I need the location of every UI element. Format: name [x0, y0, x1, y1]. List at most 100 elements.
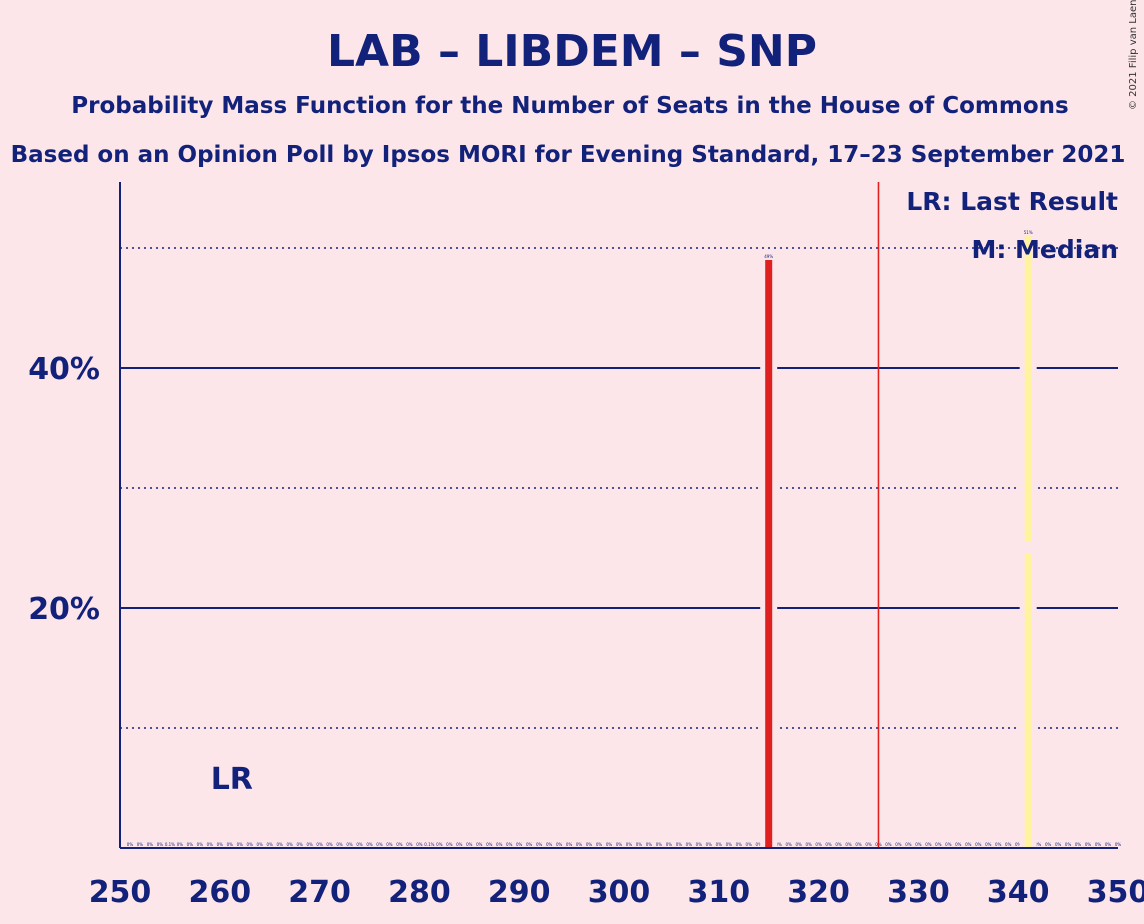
- value-label-seat-298: 0%: [596, 842, 603, 847]
- value-label-seat-305: 0%: [666, 842, 673, 847]
- x-tick-labels: 250 260 270 280 290 300 310 320 330 340 350: [89, 875, 1144, 910]
- value-label-seat-274: 0%: [356, 842, 363, 847]
- x-tick-300: 300: [588, 875, 651, 910]
- value-label-seat-303: 0%: [646, 842, 653, 847]
- x-tick-260: 260: [188, 875, 251, 910]
- value-label-seat-342: 0%: [1035, 842, 1042, 847]
- y-tick-40: 40%: [28, 352, 100, 387]
- value-label-seat-263: 0%: [247, 842, 254, 847]
- value-label-seat-260: 0%: [217, 842, 224, 847]
- value-label-seat-317: 0%: [785, 842, 792, 847]
- value-label-seat-327: 0%: [885, 842, 892, 847]
- value-label-seat-349: 0%: [1105, 842, 1112, 847]
- value-label-seat-284: 0%: [456, 842, 463, 847]
- value-label-seat-286: 0%: [476, 842, 483, 847]
- small-value-labels: 0% 0% 0% 0% 0.1% 0% 0% 0% 0% 0% 0% 0% 0% 0% 0% 0% 0% 0% 0%…: [127, 842, 1122, 847]
- bar-label-seat-315: 49%: [764, 254, 773, 259]
- value-label-seat-268: 0%: [296, 842, 303, 847]
- value-label-seat-289: 0%: [506, 842, 513, 847]
- value-label-seat-319: 0%: [805, 842, 812, 847]
- bars: 49% 51%: [760, 182, 1037, 848]
- value-label-seat-336: 0%: [975, 842, 982, 847]
- value-label-seat-332: 0%: [935, 842, 942, 847]
- value-label-seat-281: 0.1%: [424, 842, 434, 847]
- value-label-seat-256: 0%: [177, 842, 184, 847]
- value-label-seat-328: 0%: [895, 842, 902, 847]
- value-label-seat-283: 0%: [446, 842, 453, 847]
- value-label-seat-330: 0%: [915, 842, 922, 847]
- value-label-seat-334: 0%: [955, 842, 962, 847]
- value-label-seat-251: 0%: [127, 842, 134, 847]
- x-tick-330: 330: [887, 875, 950, 910]
- chart-subtitle-poll: Based on an Opinion Poll by Ipsos MORI f…: [11, 142, 1126, 168]
- value-label-seat-288: 0%: [496, 842, 503, 847]
- value-label-seat-313: 0%: [746, 842, 753, 847]
- value-label-seat-261: 0%: [227, 842, 234, 847]
- value-label-seat-257: 0%: [187, 842, 194, 847]
- value-label-seat-340: 0%: [1015, 842, 1022, 847]
- value-label-seat-301: 0%: [626, 842, 633, 847]
- value-label-seat-345: 0%: [1065, 842, 1072, 847]
- value-label-seat-287: 0%: [486, 842, 493, 847]
- value-label-seat-302: 0%: [636, 842, 643, 847]
- value-label-seat-304: 0%: [656, 842, 663, 847]
- x-tick-250: 250: [89, 875, 152, 910]
- value-label-seat-348: 0%: [1095, 842, 1102, 847]
- value-label-seat-323: 0%: [845, 842, 852, 847]
- legend-entry-last-result: LR: Last Result: [906, 187, 1118, 216]
- value-label-seat-329: 0%: [905, 842, 912, 847]
- value-label-seat-333: 0%: [945, 842, 952, 847]
- value-label-seat-310: 0%: [716, 842, 723, 847]
- value-label-seat-290: 0%: [516, 842, 523, 847]
- chart-title: LAB – LIBDEM – SNP: [327, 26, 817, 77]
- value-label-seat-282: 0%: [436, 842, 443, 847]
- bar-label-seat-341: 51%: [1024, 230, 1033, 235]
- value-label-seat-314: 0%: [756, 842, 763, 847]
- copyright-notice: © 2021 Filip van Laenen: [1128, 0, 1139, 110]
- value-label-seat-335: 0%: [965, 842, 972, 847]
- legend: LR: Last Result M: Median: [906, 187, 1118, 264]
- value-label-seat-271: 0%: [326, 842, 333, 847]
- value-label-seat-296: 0%: [576, 842, 583, 847]
- x-tick-290: 290: [488, 875, 551, 910]
- value-label-seat-339: 0%: [1005, 842, 1012, 847]
- value-label-seat-272: 0%: [336, 842, 343, 847]
- chart-subtitle: Probability Mass Function for the Number…: [71, 93, 1068, 119]
- value-label-seat-273: 0%: [346, 842, 353, 847]
- value-label-seat-279: 0%: [406, 842, 413, 847]
- value-label-seat-297: 0%: [586, 842, 593, 847]
- value-label-seat-292: 0%: [536, 842, 543, 847]
- x-tick-340: 340: [987, 875, 1050, 910]
- value-label-seat-344: 0%: [1055, 842, 1062, 847]
- value-label-seat-267: 0%: [286, 842, 293, 847]
- value-label-seat-259: 0%: [207, 842, 214, 847]
- value-label-seat-253: 0%: [147, 842, 154, 847]
- value-label-seat-307: 0%: [686, 842, 693, 847]
- grid-lines: [120, 247, 1118, 729]
- value-label-seat-312: 0%: [736, 842, 743, 847]
- value-label-seat-278: 0%: [396, 842, 403, 847]
- y-tick-labels: 20% 40%: [28, 352, 100, 627]
- value-label-seat-266: 0%: [277, 842, 284, 847]
- value-label-seat-295: 0%: [566, 842, 573, 847]
- value-label-seat-265: 0%: [267, 842, 274, 847]
- y-tick-20: 20%: [28, 592, 100, 627]
- last-result-label: LR: [211, 762, 253, 797]
- value-label-seat-346: 0%: [1075, 842, 1082, 847]
- value-label-seat-269: 0%: [306, 842, 313, 847]
- value-label-seat-252: 0%: [137, 842, 144, 847]
- value-label-seat-277: 0%: [386, 842, 393, 847]
- x-tick-270: 270: [288, 875, 351, 910]
- axes: [119, 182, 1118, 849]
- value-label-seat-322: 0%: [835, 842, 842, 847]
- value-label-seat-276: 0%: [376, 842, 383, 847]
- value-label-seat-321: 0%: [825, 842, 832, 847]
- x-tick-310: 310: [687, 875, 750, 910]
- value-label-seat-255: 0.1%: [165, 842, 175, 847]
- value-label-seat-285: 0%: [466, 842, 473, 847]
- value-label-seat-264: 0%: [257, 842, 264, 847]
- legend-entry-median: M: Median: [971, 235, 1118, 264]
- value-label-seat-300: 0%: [616, 842, 623, 847]
- value-label-seat-318: 0%: [795, 842, 802, 847]
